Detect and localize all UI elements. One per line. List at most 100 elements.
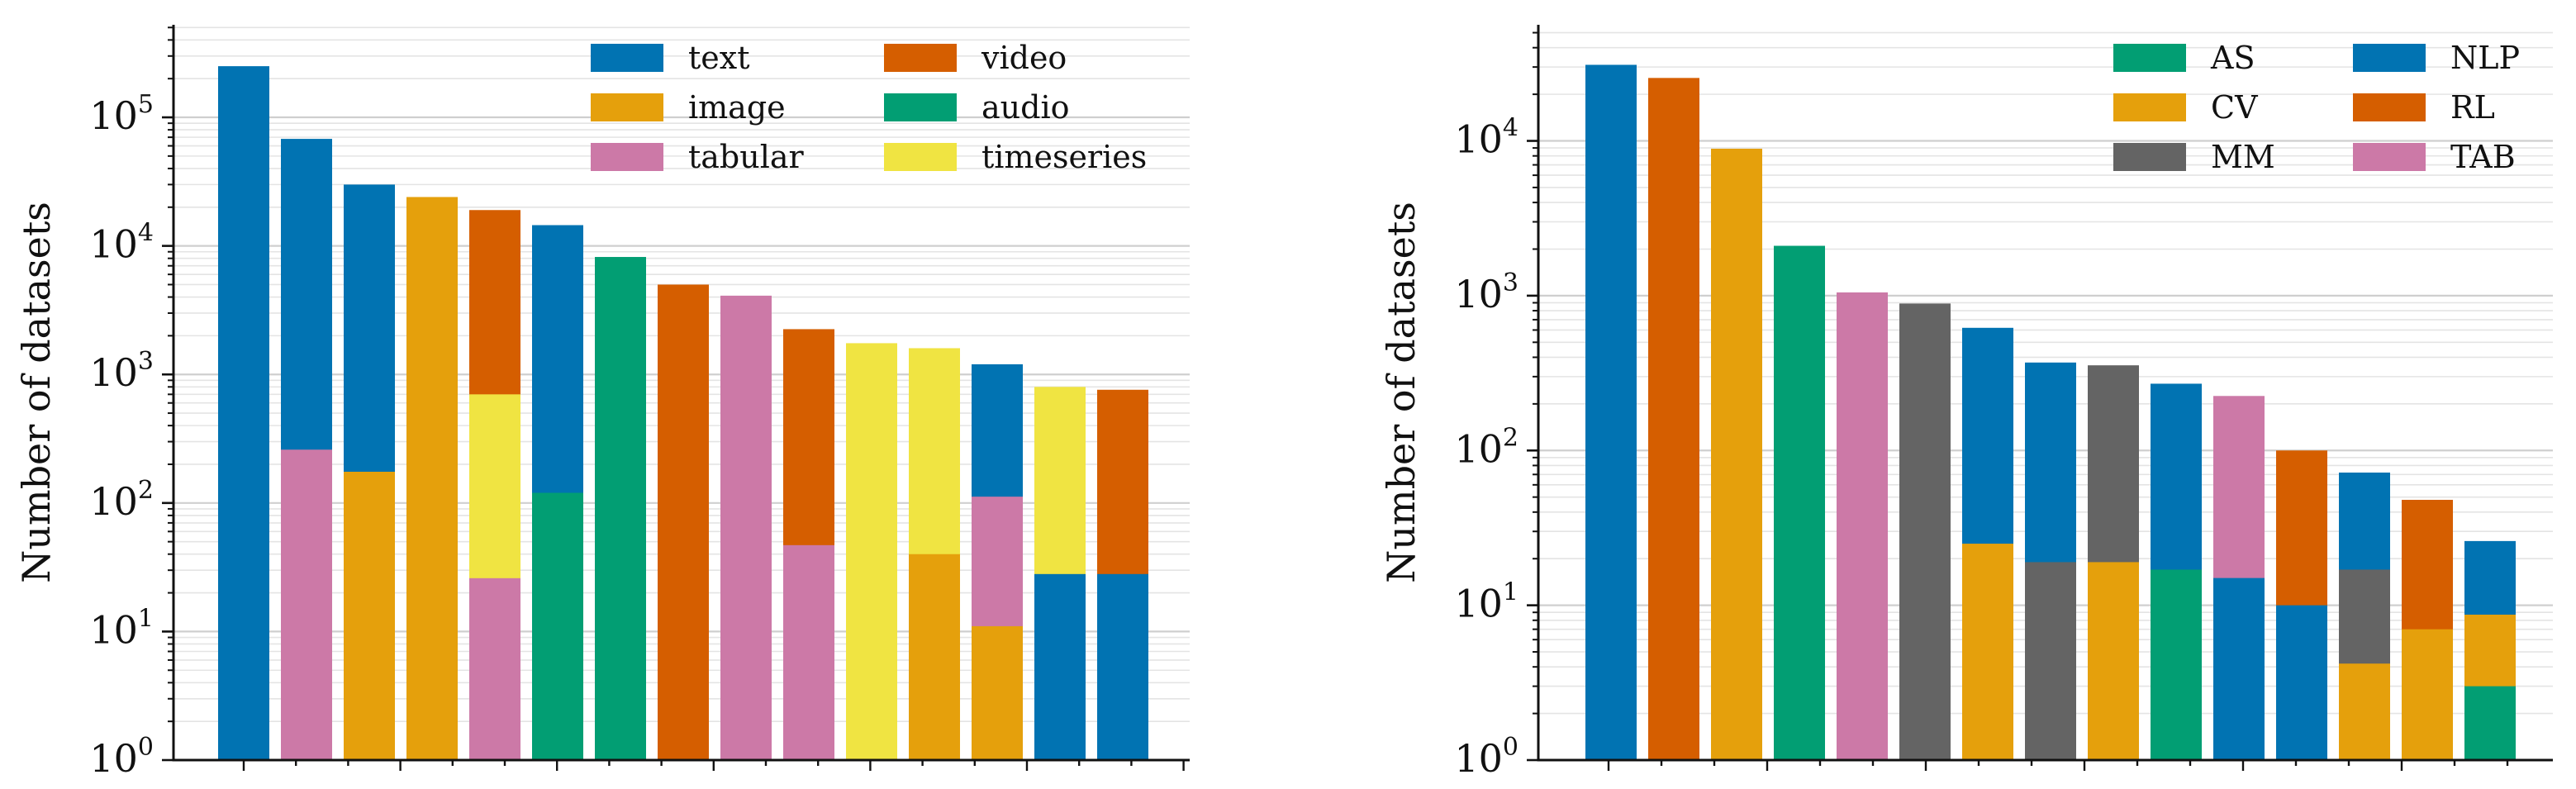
legend-label: MM xyxy=(2211,139,2275,175)
bar-7 xyxy=(658,284,709,761)
y-tick-label: 100 xyxy=(1454,733,1519,781)
bar-13 xyxy=(1034,387,1086,760)
bar-segment-tabular xyxy=(469,577,520,760)
axes: 100 101 102 103 104 105 xyxy=(89,25,1190,781)
y-tick-label: 102 xyxy=(89,476,154,524)
bar-2 xyxy=(344,184,395,760)
bar-segment-text xyxy=(1097,573,1148,760)
bar-segment-tabular xyxy=(783,544,834,760)
bar-segment-AS xyxy=(1774,245,1825,761)
bar-6 xyxy=(595,257,646,760)
bar-0 xyxy=(218,66,269,761)
bar-segment-video xyxy=(658,284,709,761)
legend-swatch-image xyxy=(591,93,663,121)
bar-segment-NLP xyxy=(2213,577,2265,760)
legend-swatch-text xyxy=(591,44,663,72)
bar-segment-image xyxy=(972,625,1023,760)
legend-swatch-AS xyxy=(2113,44,2186,72)
bar-12 xyxy=(2339,472,2390,760)
bar-segment-tabular xyxy=(281,449,332,760)
legend-swatch-MM xyxy=(2113,143,2186,171)
bar-segment-audio xyxy=(595,257,646,760)
bar-segment-image xyxy=(406,197,458,761)
bar-segment-CV xyxy=(1962,544,2013,760)
legend-swatch-video xyxy=(884,44,957,72)
axes: 100 101 102 103 104 xyxy=(1454,25,2553,781)
bar-2 xyxy=(1711,149,1762,760)
bar-segment-text xyxy=(218,66,269,761)
legend-label: CV xyxy=(2211,89,2258,126)
bar-1 xyxy=(1648,78,1699,761)
bar-segment-CV xyxy=(1711,149,1762,760)
legend-swatch-RL xyxy=(2353,93,2426,121)
chart-right-task: 100 101 102 103 104 Number of datasets AS CV MM N… xyxy=(1379,25,2553,781)
legend: text image tabular video audio timeseries xyxy=(591,40,1147,175)
bars xyxy=(1585,64,2516,761)
bars xyxy=(218,66,1148,761)
y-tick-label: 102 xyxy=(1454,423,1519,471)
y-tick-label: 103 xyxy=(1454,269,1519,316)
bar-14 xyxy=(2464,540,2516,760)
bar-0 xyxy=(1585,64,1637,761)
legend-label: text xyxy=(688,40,749,76)
bar-segment-RL xyxy=(1648,78,1699,761)
bar-segment-MM xyxy=(1899,303,1951,760)
bar-segment-image xyxy=(344,471,395,760)
bar-5 xyxy=(532,225,583,760)
bar-segment-text xyxy=(1034,573,1086,760)
bar-10 xyxy=(2213,396,2265,760)
y-tick-label: 104 xyxy=(1454,114,1519,162)
y-tick-label: 101 xyxy=(1454,578,1519,626)
bar-segment-audio xyxy=(532,492,583,760)
bar-13 xyxy=(2402,499,2453,760)
bar-segment-CV xyxy=(2088,562,2139,760)
bar-segment-image xyxy=(909,554,960,760)
bar-segment-TAB xyxy=(1837,292,1888,760)
bar-9 xyxy=(783,329,834,760)
chart-left-modality: 100 101 102 103 104 105 Number of datasets text… xyxy=(14,25,1190,781)
bar-1 xyxy=(281,139,332,761)
bar-segment-AS xyxy=(2464,686,2516,760)
legend-swatch-NLP xyxy=(2353,44,2426,72)
bar-5 xyxy=(1899,303,1951,760)
y-tick-label: 100 xyxy=(89,733,154,781)
legend-label: AS xyxy=(2210,40,2255,76)
bar-segment-MM xyxy=(2025,562,2076,760)
bar-4 xyxy=(1837,292,1888,760)
legend-label: video xyxy=(981,40,1067,76)
bar-11 xyxy=(2276,450,2327,760)
legend-swatch-timeseries xyxy=(884,143,957,171)
bar-9 xyxy=(2151,383,2202,760)
bar-segment-tabular xyxy=(720,295,772,760)
bar-segment-timeseries xyxy=(846,343,897,760)
bar-3 xyxy=(1774,245,1825,761)
y-tick-label: 105 xyxy=(89,90,154,138)
bar-segment-NLP xyxy=(1585,64,1637,761)
legend-label: NLP xyxy=(2450,40,2520,76)
gridlines xyxy=(1538,31,2553,762)
legend-label: timeseries xyxy=(981,139,1147,175)
bar-8 xyxy=(2088,365,2139,760)
bar-11 xyxy=(909,348,960,760)
legend-swatch-CV xyxy=(2113,93,2186,121)
legend-swatch-audio xyxy=(884,93,957,121)
y-axis-label: Number of datasets xyxy=(1379,202,1423,583)
legend-swatch-tabular xyxy=(591,143,663,171)
bar-4 xyxy=(469,210,520,760)
y-tick-label: 101 xyxy=(89,604,154,652)
bar-14 xyxy=(1097,389,1148,760)
bar-10 xyxy=(846,343,897,760)
legend-label: tabular xyxy=(688,139,805,175)
bar-segment-AS xyxy=(2151,569,2202,760)
bar-12 xyxy=(972,364,1023,760)
y-tick-label: 104 xyxy=(89,219,154,267)
legend-label: image xyxy=(688,89,786,126)
legend-label: audio xyxy=(981,89,1070,126)
bar-7 xyxy=(2025,362,2076,760)
bar-segment-CV xyxy=(2402,629,2453,760)
bar-3 xyxy=(406,197,458,761)
bar-6 xyxy=(1962,327,2013,761)
bar-segment-CV xyxy=(2339,663,2390,760)
bar-8 xyxy=(720,295,772,760)
